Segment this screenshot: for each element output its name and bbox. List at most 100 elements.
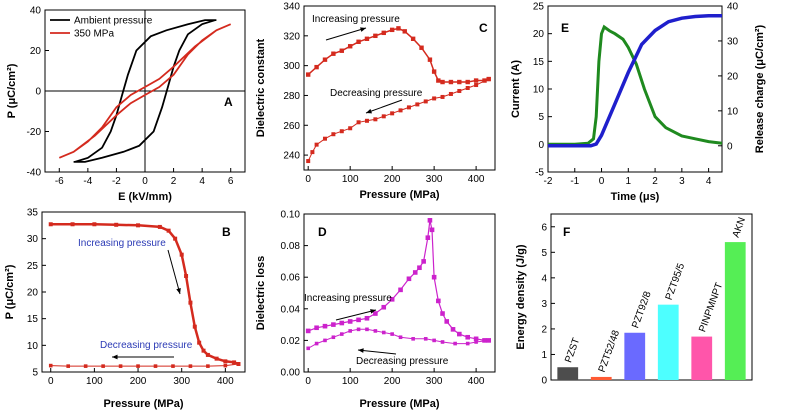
data-point-decreasing [432, 96, 437, 101]
y-tick-label: -20 [27, 127, 42, 138]
y-tick-label: 300 [283, 61, 300, 72]
panel-c-dielectric-constant: 0 100 200 300 400 240 260 280 300 320 340 Pressure … [255, 2, 496, 201]
x-tick-label: 0 [305, 174, 311, 185]
series-current [548, 24, 723, 146]
y-tick-label: 0.08 [281, 241, 301, 252]
x-tick-label: 0 [599, 176, 605, 187]
arrow-increasing-head [176, 288, 181, 294]
data-point-increasing [450, 327, 456, 332]
panel-letter: D [318, 225, 327, 239]
data-point-increasing [465, 79, 470, 85]
data-point-increasing [457, 331, 462, 337]
data-point-increasing [70, 222, 75, 227]
data-point-increasing [214, 356, 219, 361]
data-point-increasing [427, 218, 433, 223]
data-point-increasing [48, 222, 53, 227]
x-tick-label: 100 [86, 376, 103, 387]
data-point-decreasing [432, 338, 436, 343]
arrow-increasing-head [360, 27, 366, 32]
data-point-increasing [412, 270, 418, 275]
x-tick-label: 300 [173, 376, 190, 387]
data-point-increasing [381, 30, 386, 36]
data-point-increasing [192, 324, 197, 329]
bar-akn [724, 242, 746, 380]
y-tick-label: 40 [30, 6, 42, 17]
data-point-increasing [347, 319, 353, 324]
y-right-tick-label: 30 [727, 36, 739, 47]
data-point-decreasing [314, 142, 319, 147]
series-350mpa-loop [58, 23, 232, 159]
x-tick-label: -1 [570, 176, 579, 187]
data-point-decreasing [457, 88, 462, 93]
data-point-decreasing [474, 340, 478, 344]
data-point-decreasing [423, 337, 428, 341]
y-tick-label: 0 [541, 376, 547, 387]
x-tick-label: 400 [217, 376, 234, 387]
bar-pzt95-5 [657, 304, 679, 380]
y-tick-label: 35 [27, 208, 39, 219]
y-tick-label: 30 [27, 234, 39, 245]
y-tick-label: 25 [27, 261, 39, 272]
y-tick-label: 0.02 [281, 336, 301, 347]
x-axis-label: Time (μs) [611, 191, 660, 203]
annotation-decreasing: Decreasing pressure [356, 356, 449, 367]
data-point-decreasing [171, 364, 175, 368]
data-point-increasing [373, 311, 378, 316]
plot-frame [303, 213, 496, 373]
data-point-increasing [356, 39, 361, 44]
y-tick-label: 2 [541, 324, 547, 335]
data-point-increasing [431, 69, 437, 74]
data-point-increasing [419, 45, 424, 50]
data-point-decreasing [448, 91, 453, 96]
y-right-tick-label: 20 [727, 71, 739, 82]
panel-letter: F [563, 225, 570, 239]
bar-label: PINPMNPT [697, 281, 725, 333]
data-point-decreasing [48, 363, 53, 368]
legend-label-350mpa: 350 MPa [74, 29, 114, 40]
bar-label: AKN [731, 216, 748, 239]
data-point-decreasing [415, 102, 420, 107]
x-tick-label: 200 [130, 376, 147, 387]
arrow-decreasing [365, 99, 403, 114]
panel-letter: A [224, 95, 233, 109]
y-tick-label: 20 [533, 29, 545, 40]
y-tick-label: 20 [30, 46, 42, 57]
data-point-increasing [381, 304, 387, 310]
data-point-decreasing [331, 132, 336, 137]
x-tick-label: 6 [228, 176, 234, 187]
data-point-decreasing [206, 364, 210, 368]
data-point-increasing [157, 224, 162, 229]
data-point-increasing [473, 78, 479, 83]
legend-label-ambient: Ambient pressure [74, 16, 153, 27]
data-point-decreasing [356, 120, 361, 125]
data-point-increasing [201, 348, 206, 353]
data-point-decreasing [310, 150, 315, 155]
data-point-increasing [305, 328, 311, 334]
data-point-increasing [389, 27, 395, 33]
data-point-decreasing [373, 329, 378, 333]
y-tick-label: 0 [35, 87, 41, 98]
panel-e-current-and-charge: -2 -1 0 1 2 3 4 -5 0 5 10 15 20 25 0 10 20 30 40 Time (μs) C… [510, 2, 766, 204]
data-point-decreasing [474, 83, 479, 88]
data-point-increasing [305, 72, 311, 77]
data-point-increasing [457, 79, 462, 85]
data-point-increasing [396, 26, 401, 31]
data-point-increasing [398, 287, 403, 293]
data-point-increasing [431, 274, 437, 280]
data-point-increasing [364, 315, 370, 321]
data-point-increasing [339, 320, 345, 326]
data-point-increasing [410, 36, 416, 41]
data-point-increasing [314, 64, 319, 70]
y-tick-label: 10 [533, 85, 545, 96]
panel-letter: B [222, 225, 231, 239]
y-tick-label: 0.00 [281, 368, 301, 379]
data-point-increasing [322, 57, 328, 62]
y-right-tick-label: 40 [727, 2, 739, 13]
data-point-decreasing [411, 337, 415, 341]
panel-f-energy-density-bars: 0 1 2 3 4 5 6 Energy density (J/g) PZST PZT52/48 P… [515, 213, 753, 387]
data-point-decreasing [153, 364, 158, 368]
x-tick-label: 4 [199, 176, 205, 187]
data-point-decreasing [356, 327, 361, 332]
data-point-increasing [314, 325, 319, 331]
